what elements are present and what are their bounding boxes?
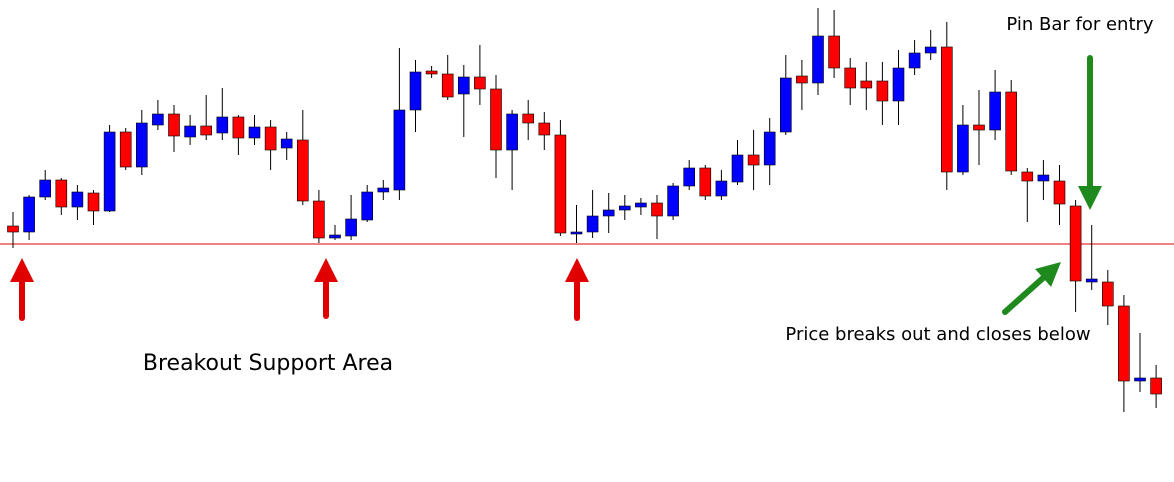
candle-body	[1005, 91, 1018, 172]
candle-body	[216, 116, 229, 134]
candle-body	[1118, 305, 1130, 382]
arrows	[10, 55, 1102, 321]
candle-body	[828, 35, 840, 69]
candle-body	[39, 179, 52, 198]
candle-body	[393, 109, 406, 191]
annotation: Breakout Support Area	[143, 351, 393, 376]
candle-body	[329, 234, 341, 239]
candle-body	[345, 218, 357, 237]
candle-body	[860, 80, 873, 89]
candle-body	[474, 76, 486, 90]
candle-body	[119, 131, 132, 168]
candle-body	[55, 179, 68, 208]
candle-body	[7, 225, 19, 233]
candle-body	[989, 91, 1001, 131]
candle-body	[296, 139, 309, 202]
candle-body	[635, 202, 647, 208]
candle-body	[1069, 205, 1082, 282]
candle-body	[313, 200, 325, 239]
candle-body	[554, 134, 567, 234]
candle-body	[618, 205, 631, 211]
candle-body	[490, 88, 502, 151]
candle-body	[136, 122, 148, 168]
candle-body	[506, 113, 518, 151]
candle-body	[699, 167, 712, 197]
candle-body	[441, 73, 454, 98]
candle-body	[747, 154, 760, 166]
candle-body	[924, 46, 937, 54]
candle-body	[908, 52, 921, 69]
candle-body	[796, 75, 808, 84]
candle-body	[184, 125, 196, 138]
green-arrow	[1002, 262, 1061, 315]
candle-body	[264, 126, 277, 151]
candle-body	[1053, 180, 1066, 205]
candle-body	[409, 71, 422, 111]
candle-body	[103, 131, 116, 212]
annotation: Price breaks out and closes below	[785, 324, 1090, 345]
candle-body	[538, 122, 551, 136]
candle-body	[763, 131, 776, 166]
candle-body	[844, 67, 857, 89]
candle-body	[200, 125, 212, 136]
candle-body	[71, 191, 84, 208]
candle-body	[232, 116, 245, 139]
candle-body	[570, 231, 583, 235]
candle-body	[457, 76, 470, 95]
candle-body	[168, 113, 180, 137]
candle-body	[1102, 281, 1114, 307]
candle-body	[152, 113, 164, 126]
candle-body	[1037, 174, 1050, 182]
candle-body	[425, 70, 438, 75]
candle-body	[876, 80, 889, 102]
candle-body	[248, 126, 261, 139]
candle-body	[957, 124, 969, 173]
candle-body	[973, 124, 985, 131]
candle-body	[683, 167, 696, 187]
candle-body	[87, 192, 100, 212]
candle-body	[1021, 171, 1034, 182]
candle-body	[892, 67, 905, 102]
candle-body	[1150, 377, 1162, 395]
candle-body	[1085, 278, 1098, 283]
candle-body	[715, 180, 728, 197]
candle-body	[731, 154, 744, 183]
candle-body	[1134, 377, 1146, 382]
candle-body	[812, 35, 824, 84]
candle-body	[779, 77, 792, 133]
candle-body	[522, 113, 535, 124]
candle-body	[361, 191, 374, 221]
candle-body	[651, 202, 663, 217]
candle-body	[23, 196, 35, 233]
candle-body	[586, 215, 599, 233]
candle-body	[377, 187, 390, 193]
candle-body	[940, 46, 953, 173]
candle-body	[602, 209, 615, 217]
candle-body	[280, 138, 293, 149]
candle-body	[667, 185, 679, 217]
annotation: Pin Bar for entry	[1006, 14, 1154, 35]
